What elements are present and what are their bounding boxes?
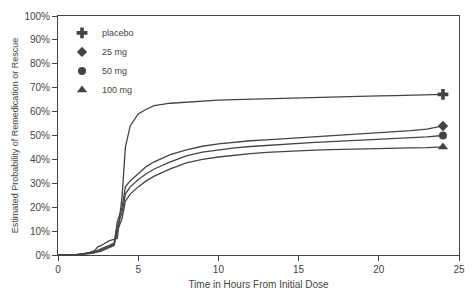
- svg-text:100%: 100%: [24, 11, 50, 22]
- svg-text:placebo: placebo: [102, 28, 134, 38]
- svg-text:60%: 60%: [30, 106, 50, 117]
- svg-text:30%: 30%: [30, 178, 50, 189]
- svg-text:80%: 80%: [30, 58, 50, 69]
- svg-text:90%: 90%: [30, 34, 50, 45]
- svg-text:10: 10: [213, 264, 225, 275]
- svg-text:15: 15: [293, 264, 305, 275]
- svg-text:50%: 50%: [30, 130, 50, 141]
- svg-text:10%: 10%: [30, 226, 50, 237]
- svg-text:20%: 20%: [30, 202, 50, 213]
- svg-text:25 mg: 25 mg: [102, 47, 127, 57]
- svg-text:0%: 0%: [36, 250, 51, 261]
- svg-text:25: 25: [453, 264, 465, 275]
- svg-text:5: 5: [135, 264, 141, 275]
- svg-text:Estimated Probability of Remed: Estimated Probability of Remedication or…: [10, 38, 20, 234]
- svg-text:100 mg: 100 mg: [102, 85, 132, 95]
- svg-text:Time in Hours From Initial Dos: Time in Hours From Initial Dose: [188, 279, 329, 290]
- svg-text:40%: 40%: [30, 154, 50, 165]
- svg-text:70%: 70%: [30, 82, 50, 93]
- svg-text:20: 20: [373, 264, 385, 275]
- svg-text:0: 0: [55, 264, 61, 275]
- svg-text:50 mg: 50 mg: [102, 66, 127, 76]
